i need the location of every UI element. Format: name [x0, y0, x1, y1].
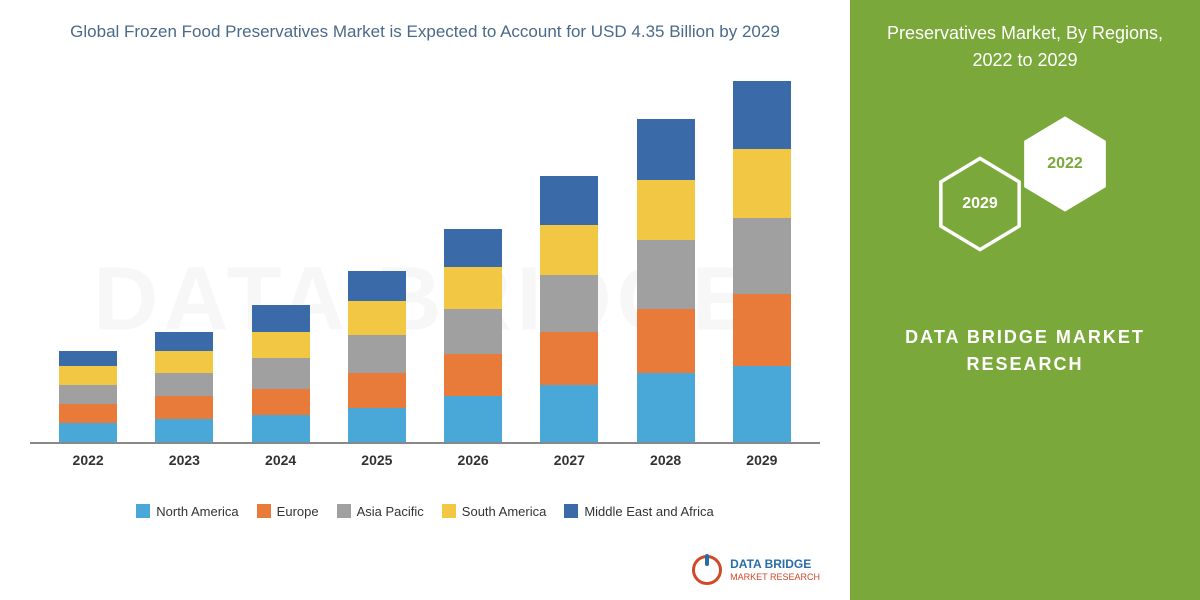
bar-segment	[540, 275, 598, 332]
x-axis-label: 2026	[433, 452, 513, 468]
logo-text-wrap: DATA BRIDGE MARKET RESEARCH	[730, 558, 820, 581]
bar-segment	[252, 332, 310, 359]
bar-segment	[540, 385, 598, 442]
bar-segment	[155, 396, 213, 419]
bar-segment	[444, 229, 502, 267]
bar-segment	[540, 225, 598, 274]
legend-swatch	[257, 504, 271, 518]
bar-segment	[348, 335, 406, 373]
bar-segment	[637, 180, 695, 241]
stacked-bar	[733, 81, 791, 442]
bar-segment	[637, 119, 695, 180]
bar-group	[337, 271, 417, 442]
hexagon-icon: 2022	[1020, 114, 1110, 214]
stacked-bar	[155, 332, 213, 442]
x-axis-labels: 2022 2023 2024 2025 2026 2027 2028 2029	[30, 444, 820, 468]
bar-segment	[348, 271, 406, 301]
hexagon-icon: 2029	[935, 154, 1025, 254]
logo-icon	[692, 555, 722, 585]
bar-segment	[59, 423, 117, 442]
bar-segment	[155, 351, 213, 374]
bar-segment	[540, 176, 598, 225]
x-axis-label: 2023	[144, 452, 224, 468]
legend-item: Asia Pacific	[337, 504, 424, 519]
legend-swatch	[564, 504, 578, 518]
legend-label: North America	[156, 504, 238, 519]
bar-segment	[444, 396, 502, 442]
bar-group	[722, 81, 802, 442]
stacked-bar	[444, 229, 502, 442]
panel-title: Preservatives Market, By Regions, 2022 t…	[870, 20, 1180, 74]
stacked-bar	[540, 176, 598, 442]
x-axis-label: 2022	[48, 452, 128, 468]
legend-swatch	[337, 504, 351, 518]
hexagon-label: 2029	[962, 195, 998, 213]
bar-segment	[540, 332, 598, 385]
stacked-bar	[252, 305, 310, 442]
bar-segment	[733, 218, 791, 294]
bar-segment	[252, 389, 310, 416]
logo-text: DATA BRIDGE	[730, 558, 820, 571]
bar-segment	[444, 267, 502, 309]
bar-segment	[59, 404, 117, 423]
legend-label: Europe	[277, 504, 319, 519]
bar-segment	[637, 240, 695, 308]
legend-item: South America	[442, 504, 547, 519]
hexagon-group: 2029 2022	[925, 104, 1125, 284]
bar-segment	[252, 415, 310, 442]
hexagon-label: 2022	[1047, 155, 1083, 173]
bar-segment	[155, 332, 213, 351]
bar-segment	[59, 351, 117, 366]
bar-group	[433, 229, 513, 442]
bar-group	[48, 351, 128, 442]
legend-swatch	[442, 504, 456, 518]
legend-item: Middle East and Africa	[564, 504, 713, 519]
legend: North America Europe Asia Pacific South Ame…	[30, 504, 820, 519]
logo-subtext: MARKET RESEARCH	[730, 572, 820, 582]
legend-label: Asia Pacific	[357, 504, 424, 519]
x-axis-label: 2027	[529, 452, 609, 468]
bar-segment	[733, 81, 791, 149]
bar-segment	[637, 373, 695, 441]
bar-group	[144, 332, 224, 442]
bar-segment	[444, 354, 502, 396]
x-axis-label: 2029	[722, 452, 802, 468]
stacked-bar	[348, 271, 406, 442]
legend-item: North America	[136, 504, 238, 519]
bar-group	[626, 119, 706, 442]
bar-segment	[637, 309, 695, 374]
chart-panel: Global Frozen Food Preservatives Market …	[0, 0, 850, 600]
bar-segment	[252, 305, 310, 332]
bar-segment	[733, 294, 791, 366]
legend-label: South America	[462, 504, 547, 519]
bar-segment	[59, 385, 117, 404]
legend-swatch	[136, 504, 150, 518]
bar-segment	[733, 149, 791, 217]
stacked-bar	[59, 351, 117, 442]
bars-container	[30, 64, 820, 444]
bar-segment	[348, 408, 406, 442]
x-axis-label: 2025	[337, 452, 417, 468]
legend-item: Europe	[257, 504, 319, 519]
bar-group	[529, 176, 609, 442]
x-axis-label: 2028	[626, 452, 706, 468]
stacked-bar	[637, 119, 695, 442]
brand-text: DATA BRIDGE MARKET RESEARCH	[870, 324, 1180, 378]
footer-logo: DATA BRIDGE MARKET RESEARCH	[692, 555, 820, 585]
legend-label: Middle East and Africa	[584, 504, 713, 519]
bar-segment	[155, 419, 213, 442]
right-panel: Preservatives Market, By Regions, 2022 t…	[850, 0, 1200, 600]
bar-segment	[444, 309, 502, 355]
bar-segment	[733, 366, 791, 442]
bar-segment	[348, 301, 406, 335]
x-axis-label: 2024	[241, 452, 321, 468]
bar-segment	[348, 373, 406, 407]
chart-title: Global Frozen Food Preservatives Market …	[30, 20, 820, 44]
bar-segment	[252, 358, 310, 388]
chart-wrap: 2022 2023 2024 2025 2026 2027 2028 2029	[30, 64, 820, 484]
main-container: Global Frozen Food Preservatives Market …	[0, 0, 1200, 600]
bar-segment	[59, 366, 117, 385]
bar-segment	[155, 373, 213, 396]
bar-group	[241, 305, 321, 442]
